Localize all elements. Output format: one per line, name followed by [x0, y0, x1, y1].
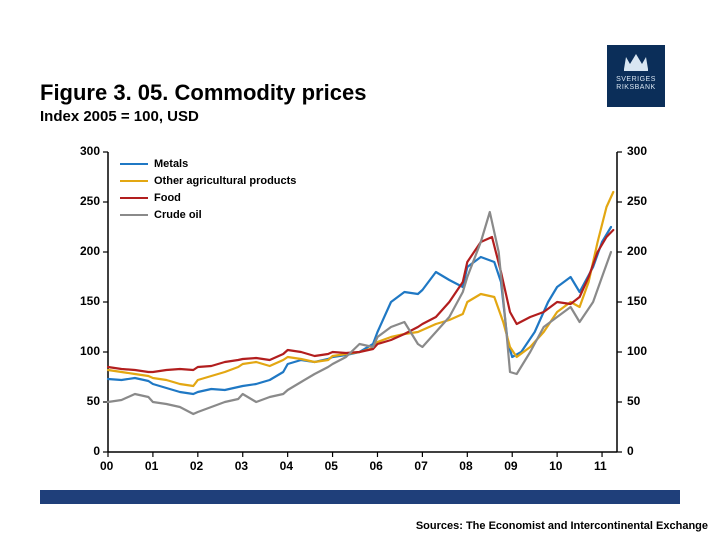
figure-title: Figure 3. 05. Commodity prices	[40, 80, 366, 106]
x-tick: 08	[459, 459, 472, 473]
legend-swatch	[120, 214, 148, 217]
legend-swatch	[120, 180, 148, 183]
x-tick: 07	[414, 459, 427, 473]
footer-bar	[40, 490, 680, 504]
x-tick: 11	[594, 459, 607, 473]
crown-icon	[621, 51, 651, 73]
y-tick-left: 200	[80, 244, 100, 258]
logo-text-1: SVERIGES	[607, 76, 665, 84]
y-tick-right: 100	[627, 344, 647, 358]
x-tick: 02	[190, 459, 203, 473]
legend-swatch	[120, 163, 148, 166]
x-tick: 10	[549, 459, 562, 473]
x-tick: 03	[235, 459, 248, 473]
x-tick: 05	[325, 459, 338, 473]
y-tick-left: 250	[80, 194, 100, 208]
y-tick-right: 50	[627, 394, 640, 408]
commodity-chart: 0501001502002503000501001502002503000001…	[60, 140, 665, 480]
sources-text: Sources: The Economist and Intercontinen…	[416, 520, 708, 532]
legend-label: Crude oil	[154, 209, 202, 221]
legend-item: Crude oil	[120, 209, 202, 221]
y-tick-left: 0	[93, 444, 100, 458]
y-tick-right: 250	[627, 194, 647, 208]
y-tick-right: 200	[627, 244, 647, 258]
legend-item: Food	[120, 192, 181, 204]
legend-label: Other agricultural products	[154, 175, 296, 187]
x-tick: 06	[369, 459, 382, 473]
x-tick: 01	[145, 459, 158, 473]
figure-subtitle: Index 2005 = 100, USD	[40, 108, 199, 125]
y-tick-right: 0	[627, 444, 634, 458]
riksbank-logo: SVERIGES RIKSBANK	[607, 45, 665, 107]
y-tick-right: 300	[627, 144, 647, 158]
y-tick-left: 50	[87, 394, 100, 408]
x-tick: 04	[280, 459, 293, 473]
y-tick-left: 300	[80, 144, 100, 158]
y-tick-right: 150	[627, 294, 647, 308]
y-tick-left: 150	[80, 294, 100, 308]
legend-label: Food	[154, 192, 181, 204]
x-tick: 09	[504, 459, 517, 473]
legend-item: Other agricultural products	[120, 175, 296, 187]
x-tick: 00	[100, 459, 113, 473]
legend-item: Metals	[120, 158, 188, 170]
logo-text-2: RIKSBANK	[607, 84, 665, 92]
y-tick-left: 100	[80, 344, 100, 358]
legend-swatch	[120, 197, 148, 200]
legend-label: Metals	[154, 158, 188, 170]
